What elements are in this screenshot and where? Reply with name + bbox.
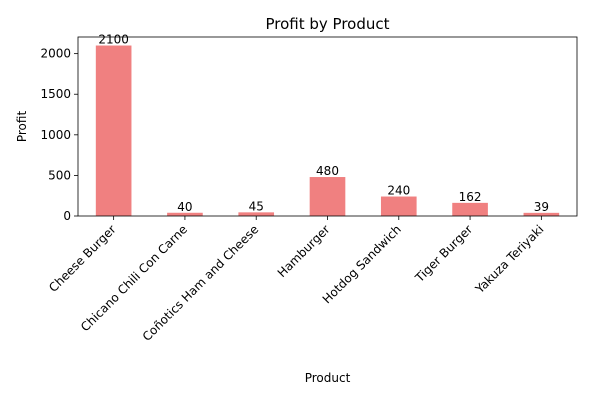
y-tick-label: 1500 bbox=[40, 87, 71, 101]
data-label: 40 bbox=[177, 200, 192, 214]
data-labels: 2100 40 45 480 240 162 39 bbox=[98, 33, 549, 214]
y-tick-label: 0 bbox=[63, 209, 71, 223]
data-label: 39 bbox=[534, 200, 549, 214]
data-label: 45 bbox=[249, 199, 264, 213]
x-tick-label: Hotdog Sandwich bbox=[320, 222, 404, 306]
data-label: 162 bbox=[459, 190, 482, 204]
bar bbox=[452, 202, 488, 216]
x-tick-label: Hamburger bbox=[275, 222, 333, 280]
data-label: 2100 bbox=[98, 33, 129, 47]
data-label: 240 bbox=[387, 184, 410, 198]
chart-title: Profit by Product bbox=[265, 15, 389, 33]
x-tick-label: Cheese Burger bbox=[46, 222, 119, 295]
x-axis-label: Product bbox=[305, 371, 351, 385]
data-label: 480 bbox=[316, 164, 339, 178]
bar bbox=[380, 196, 417, 216]
x-tick-label: Tiger Burger bbox=[412, 222, 475, 285]
bar bbox=[167, 212, 203, 216]
bar bbox=[523, 212, 560, 216]
y-tick-label: 2000 bbox=[40, 47, 71, 61]
x-tick-label: Yakuza Teriyaki bbox=[472, 222, 547, 297]
bar bbox=[95, 45, 132, 217]
bar bbox=[238, 212, 275, 216]
x-tick-label: Coñotics Ham and Cheese bbox=[140, 222, 262, 344]
bar bbox=[309, 177, 346, 216]
y-tick-label: 1000 bbox=[40, 128, 71, 142]
y-tick-labels: 0 500 1000 1500 2000 bbox=[40, 47, 71, 223]
bars-group bbox=[74, 45, 560, 220]
y-tick-label: 500 bbox=[48, 168, 71, 182]
y-axis-label: Profit bbox=[15, 111, 29, 143]
axes-frame bbox=[77, 36, 578, 217]
